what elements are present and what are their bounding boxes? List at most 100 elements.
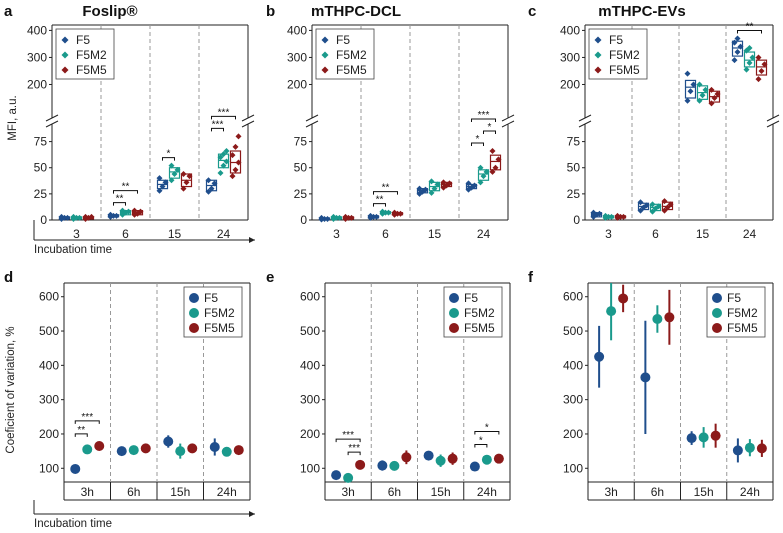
mean-point-F5	[732, 445, 743, 456]
legend-label-F5: F5	[464, 291, 478, 305]
mean-point-F5M5	[355, 459, 366, 470]
cov-axis-label: Coeficient of variation, %	[5, 326, 17, 453]
x-tick-label: 15h	[431, 485, 451, 499]
y-tick-label: 200	[563, 427, 583, 441]
mean-point-F5M5	[233, 445, 244, 456]
data-point-F5M5	[714, 90, 721, 97]
data-point-F5M5	[711, 95, 718, 101]
mean-point-F5M5	[401, 452, 412, 463]
y-tick-label: 200	[560, 77, 580, 91]
data-point-F5M2	[608, 213, 615, 220]
box-F5	[684, 79, 697, 99]
y-tick-label: 300	[300, 393, 320, 407]
mean-point-F5M5	[493, 453, 504, 464]
y-tick-label: 500	[563, 324, 583, 338]
legend-label-F5M5: F5M5	[464, 321, 495, 335]
data-point-F5	[471, 182, 478, 189]
y-tick-label: 400	[287, 23, 307, 37]
data-point-F5M5	[440, 179, 447, 186]
data-point-F5M2	[119, 207, 126, 214]
y-tick-label: 500	[39, 324, 59, 338]
mean-point-F5M2	[698, 432, 709, 443]
data-point-F5M2	[379, 208, 386, 215]
legend-marker-F5M2	[594, 51, 602, 59]
data-point-F5M5	[391, 209, 398, 216]
mean-point-F5	[70, 463, 81, 474]
legend-label-F5M5: F5M5	[336, 63, 367, 77]
data-point-F5M5	[348, 214, 355, 221]
incubation-arrowhead	[249, 511, 255, 517]
axis-break-mark	[501, 114, 515, 122]
panel-label-e: e	[266, 269, 274, 286]
data-point-F5	[637, 207, 644, 214]
incubation-arrowhead	[249, 237, 255, 243]
y-tick-label: 75	[294, 135, 308, 149]
data-point-F5M5	[235, 159, 242, 166]
data-point-F5M5	[229, 173, 236, 180]
legend-label-F5M2: F5M2	[464, 306, 495, 320]
data-point-F5M5	[232, 143, 239, 150]
legend-marker-F5M5	[189, 323, 199, 333]
data-point-F5	[64, 214, 71, 221]
mean-point-F5M2	[744, 442, 755, 453]
data-point-F5M2	[174, 166, 181, 173]
significance-label: **	[746, 22, 754, 33]
data-point-F5M5	[232, 166, 239, 173]
data-point-F5M2	[431, 185, 438, 192]
data-point-F5M2	[220, 162, 227, 169]
data-point-F5	[162, 179, 169, 186]
y-tick-label: 50	[567, 161, 581, 175]
mean-point-F5	[423, 450, 434, 461]
y-tick-label: 500	[300, 324, 320, 338]
data-point-F5	[731, 39, 738, 46]
significance-bracket	[74, 420, 100, 424]
significance-label: ***	[218, 107, 230, 118]
incubation-time-label-bottom: Incubation time	[34, 518, 112, 530]
data-point-F5M2	[696, 97, 703, 104]
y-tick-label: 400	[39, 358, 59, 372]
significance-label: ***	[342, 430, 354, 441]
data-point-F5M2	[223, 158, 230, 165]
x-tick-label: 24h	[217, 485, 237, 499]
data-point-F5M2	[699, 92, 706, 99]
significance-label: **	[122, 182, 130, 193]
legend-marker-F5M5	[61, 66, 69, 74]
legend-label-F5: F5	[204, 291, 218, 305]
box-F5M2	[168, 167, 181, 179]
significance-label: *	[476, 134, 480, 145]
axis-break-mark	[45, 120, 59, 128]
significance-bracket	[211, 127, 224, 132]
y-tick-label: 0	[40, 213, 47, 227]
data-point-F5M5	[342, 213, 349, 220]
data-point-F5M2	[749, 54, 756, 61]
data-point-F5M5	[88, 213, 95, 220]
significance-bracket	[471, 118, 496, 122]
legend-label-F5M2: F5M2	[727, 306, 758, 320]
significance-label: **	[116, 194, 124, 205]
mean-point-F5	[116, 446, 127, 457]
legend-marker-F5	[712, 293, 722, 303]
x-tick-label: 24	[477, 227, 491, 241]
legend-label-F5: F5	[609, 33, 623, 47]
data-point-F5	[687, 88, 694, 95]
data-point-F5M2	[480, 173, 487, 180]
data-point-F5M5	[180, 185, 187, 192]
mean-point-F5	[331, 470, 342, 481]
panel-title-a: Foslip®	[82, 3, 137, 20]
x-tick-label: 24h	[477, 485, 497, 499]
data-point-F5M2	[76, 214, 83, 221]
mean-point-F5M5	[94, 440, 105, 451]
data-point-F5	[731, 57, 738, 64]
y-tick-label: 25	[567, 187, 581, 201]
data-point-F5M5	[661, 207, 668, 214]
mean-point-F5	[686, 433, 697, 444]
data-point-F5M2	[171, 171, 178, 177]
mean-point-F5M5	[756, 443, 767, 454]
data-point-F5	[318, 214, 325, 221]
data-point-F5M2	[655, 203, 662, 210]
data-point-F5M5	[755, 76, 762, 83]
x-tick-label: 15	[696, 227, 710, 241]
mean-point-F5M2	[343, 472, 354, 483]
